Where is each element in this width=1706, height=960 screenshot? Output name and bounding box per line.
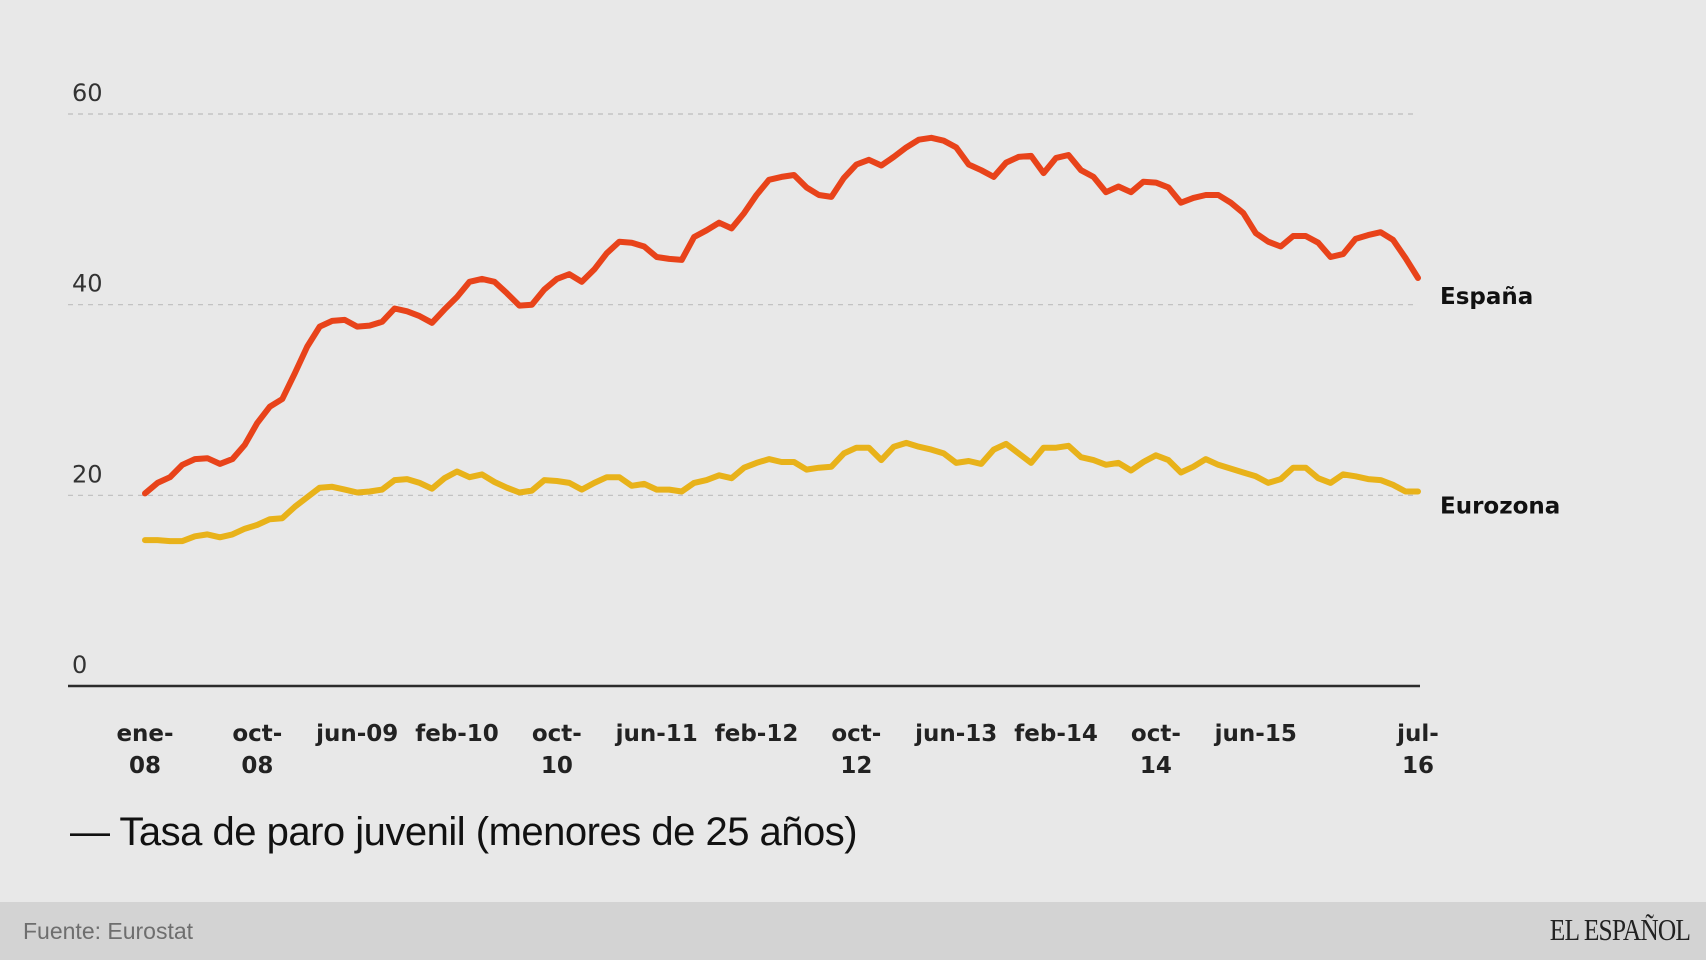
x-tick-line: jun-13	[914, 721, 997, 747]
x-tick-line: feb-10	[415, 721, 499, 747]
x-tick-line: jul-	[1396, 721, 1439, 747]
y-tick-label: 40	[72, 270, 103, 298]
x-tick-label: ene- 08	[116, 721, 173, 779]
x-tick-label: oct- 12	[831, 721, 881, 779]
x-tick-label: jun-15	[1214, 721, 1297, 747]
x-tick-line: 16	[1402, 753, 1434, 779]
x-tick-line: 12	[840, 753, 872, 779]
y-tick-label: 20	[72, 460, 103, 488]
el-espanol-logo: EL ESPAÑOL	[1549, 912, 1691, 947]
series-line-España	[142, 134, 1421, 497]
title-dash: —	[70, 810, 110, 854]
x-tick-line: 08	[129, 753, 161, 779]
x-tick-line: oct-	[232, 721, 282, 747]
y-tick-label: 60	[72, 79, 103, 107]
series-label: Eurozona	[1440, 494, 1560, 520]
x-tick-label: jun-09	[315, 721, 398, 747]
series-label: España	[1440, 284, 1533, 310]
x-tick-line: feb-12	[715, 721, 799, 747]
y-tick-label: 0	[72, 651, 87, 679]
x-tick-label: oct- 08	[232, 721, 282, 779]
x-tick-label: feb-10	[415, 721, 499, 747]
x-tick-label: oct- 14	[1131, 721, 1181, 779]
x-tick-label: oct- 10	[532, 721, 582, 779]
x-tick-label: feb-12	[715, 721, 799, 747]
x-tick-line: 10	[541, 753, 573, 779]
x-tick-line: jun-15	[1214, 721, 1297, 747]
x-tick-line: oct-	[532, 721, 582, 747]
x-tick-line: jun-09	[315, 721, 398, 747]
chart-title: — Tasa de paro juvenil (menores de 25 añ…	[70, 810, 858, 855]
x-tick-line: oct-	[1131, 721, 1181, 747]
x-tick-line: ene-	[116, 721, 173, 747]
x-tick-label: jul- 16	[1396, 721, 1439, 779]
series-line-Eurozona	[142, 439, 1421, 545]
x-tick-label: jun-13	[914, 721, 997, 747]
x-tick-label: jun-11	[615, 721, 698, 747]
y-axis-ticks: 0 20 40 60	[72, 79, 103, 679]
title-text: Tasa de paro juvenil (menores de 25 años…	[119, 810, 858, 854]
series-lines	[142, 134, 1421, 545]
line-chart: 0 20 40 60 ene- 08 oct- 08 jun-09 feb-10 oct- 10 ju…	[68, 79, 1560, 779]
footer-bar: Fuente: Eurostat EL ESPAÑOL	[0, 902, 1706, 960]
x-tick-line: 08	[241, 753, 273, 779]
x-tick-line: oct-	[831, 721, 881, 747]
x-tick-line: 14	[1140, 753, 1172, 779]
gridlines	[68, 113, 1415, 496]
source-text: Fuente: Eurostat	[23, 918, 194, 944]
series-labels: España Eurozona	[1440, 284, 1560, 520]
x-tick-label: feb-14	[1014, 721, 1098, 747]
x-axis-ticks: ene- 08 oct- 08 jun-09 feb-10 oct- 10 jun-11 feb-…	[116, 721, 1438, 779]
x-tick-line: jun-11	[615, 721, 698, 747]
x-tick-line: feb-14	[1014, 721, 1098, 747]
